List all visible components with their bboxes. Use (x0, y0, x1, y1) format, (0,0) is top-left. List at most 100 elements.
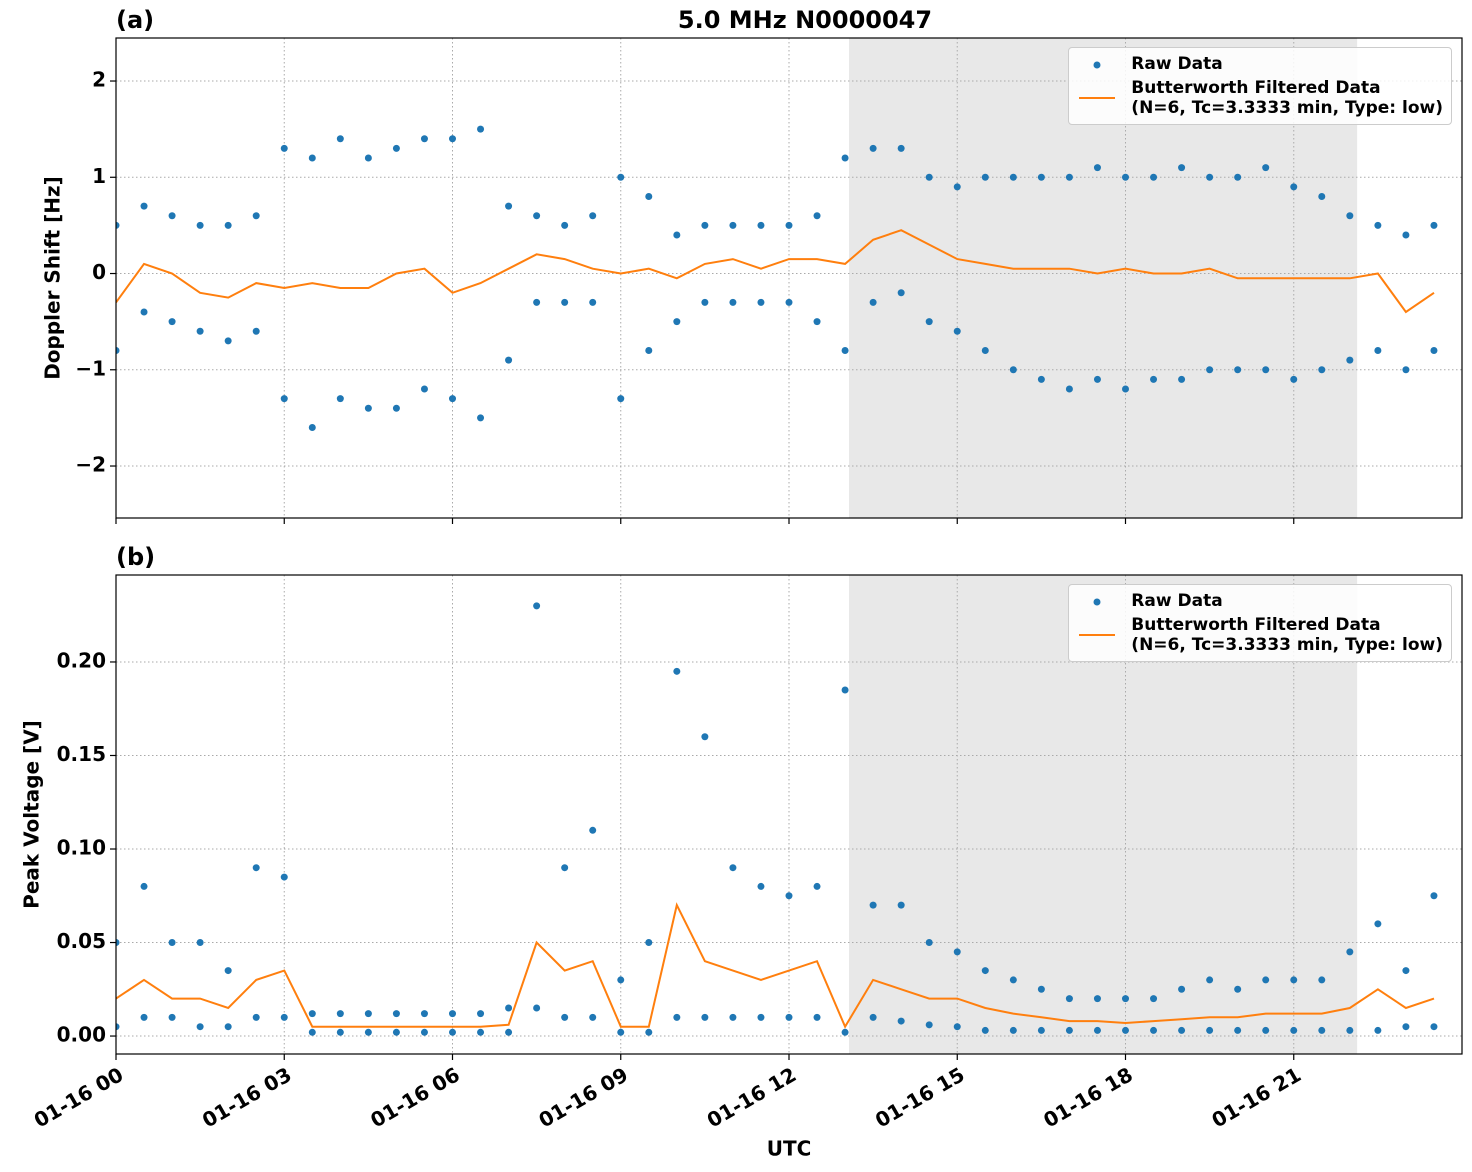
raw-point (841, 154, 849, 162)
raw-point (1402, 231, 1410, 239)
y-tick-label: 0.10 (57, 836, 106, 860)
raw-point (1262, 976, 1270, 984)
filtered-line (116, 229, 1435, 314)
raw-point (1374, 221, 1382, 229)
raw-point (589, 826, 597, 834)
raw-point (1374, 1026, 1382, 1034)
legend-label: Raw Data (1131, 591, 1223, 611)
raw-point (1402, 366, 1410, 374)
raw-point (1065, 385, 1073, 393)
legend-key (1079, 97, 1116, 99)
raw-point (925, 173, 933, 181)
raw-point (617, 1028, 625, 1036)
raw-point (589, 298, 597, 306)
x-axis-label: UTC (767, 1137, 812, 1161)
raw-point (785, 298, 793, 306)
raw-point (168, 318, 176, 326)
raw-point (1374, 920, 1382, 928)
plot-area (116, 602, 1438, 1036)
y-tick-label: −1 (75, 356, 106, 380)
raw-point (869, 1013, 877, 1021)
raw-point (1262, 366, 1270, 374)
raw-point (533, 602, 541, 610)
raw-point (1122, 385, 1129, 393)
raw-point (252, 212, 260, 220)
raw-point (420, 135, 428, 143)
raw-point (280, 395, 288, 403)
raw-point (336, 395, 344, 403)
legend: Raw Data Butterworth Filtered Data (N=6, … (1068, 47, 1452, 125)
raw-point (364, 1028, 372, 1036)
raw-point (533, 212, 541, 220)
filtered-line (116, 902, 1435, 1029)
raw-point (1262, 1026, 1270, 1034)
y-tick-label: 0.20 (57, 648, 106, 672)
x-tick-label: 01-16 15 (871, 1062, 969, 1132)
raw-point (1290, 375, 1298, 383)
raw-point (981, 967, 989, 975)
y-axis-label: Peak Voltage [V] (20, 720, 44, 909)
raw-point (1430, 1023, 1438, 1031)
raw-point (252, 864, 260, 872)
raw-point (1430, 347, 1438, 355)
raw-point (449, 135, 456, 143)
raw-point (1346, 948, 1354, 956)
raw-point (645, 939, 653, 947)
raw-point (1346, 212, 1354, 220)
raw-point (1206, 366, 1214, 374)
axes-frame (115, 574, 1463, 1055)
raw-point (1206, 976, 1214, 984)
raw-point (1178, 1026, 1186, 1034)
raw-point (392, 144, 400, 152)
raw-point (308, 1028, 316, 1036)
x-tick-label: 01-16 03 (198, 1062, 296, 1132)
raw-point (364, 404, 372, 412)
raw-point (392, 1010, 400, 1018)
raw-point (420, 385, 428, 393)
raw-point (196, 1023, 204, 1031)
raw-point (168, 212, 176, 220)
raw-point (1093, 1026, 1101, 1034)
y-tick-label: 2 (92, 68, 106, 92)
raw-point (449, 395, 456, 403)
raw-point (449, 1010, 456, 1018)
raw-point (1093, 995, 1101, 1003)
raw-point (729, 1013, 737, 1021)
raw-point (224, 967, 232, 975)
raw-point (140, 308, 148, 316)
raw-point (1065, 1026, 1073, 1034)
raw-point (785, 221, 793, 229)
raw-point (1150, 375, 1158, 383)
raw-point (116, 347, 120, 355)
raw-point (1234, 1026, 1242, 1034)
raw-point (505, 1004, 513, 1012)
raw-point (1430, 221, 1438, 229)
raw-point (589, 212, 597, 220)
raw-point (673, 231, 681, 239)
chart-title: 5.0 MHz N0000047 (678, 6, 932, 34)
raw-point (925, 318, 933, 326)
raw-point (308, 1010, 316, 1018)
panel-label: (a) (116, 6, 154, 34)
legend-marker (1093, 598, 1101, 606)
raw-point (813, 1013, 821, 1021)
raw-point (561, 864, 569, 872)
x-tick-label: 01-16 18 (1039, 1062, 1137, 1132)
raw-point (701, 221, 709, 229)
raw-point (1206, 173, 1214, 181)
raw-point (533, 1004, 541, 1012)
raw-point (140, 1013, 148, 1021)
raw-point (953, 327, 961, 335)
raw-point (140, 202, 148, 210)
raw-point (925, 1021, 933, 1029)
raw-point (252, 327, 260, 335)
raw-point (729, 221, 737, 229)
raw-point (897, 144, 905, 152)
legend-entry: Raw Data (1077, 54, 1443, 76)
raw-point (1402, 967, 1410, 975)
raw-point (116, 1023, 120, 1031)
legend-key (1093, 598, 1101, 606)
raw-point (673, 1013, 681, 1021)
raw-point (116, 939, 120, 947)
raw-point (1374, 347, 1382, 355)
